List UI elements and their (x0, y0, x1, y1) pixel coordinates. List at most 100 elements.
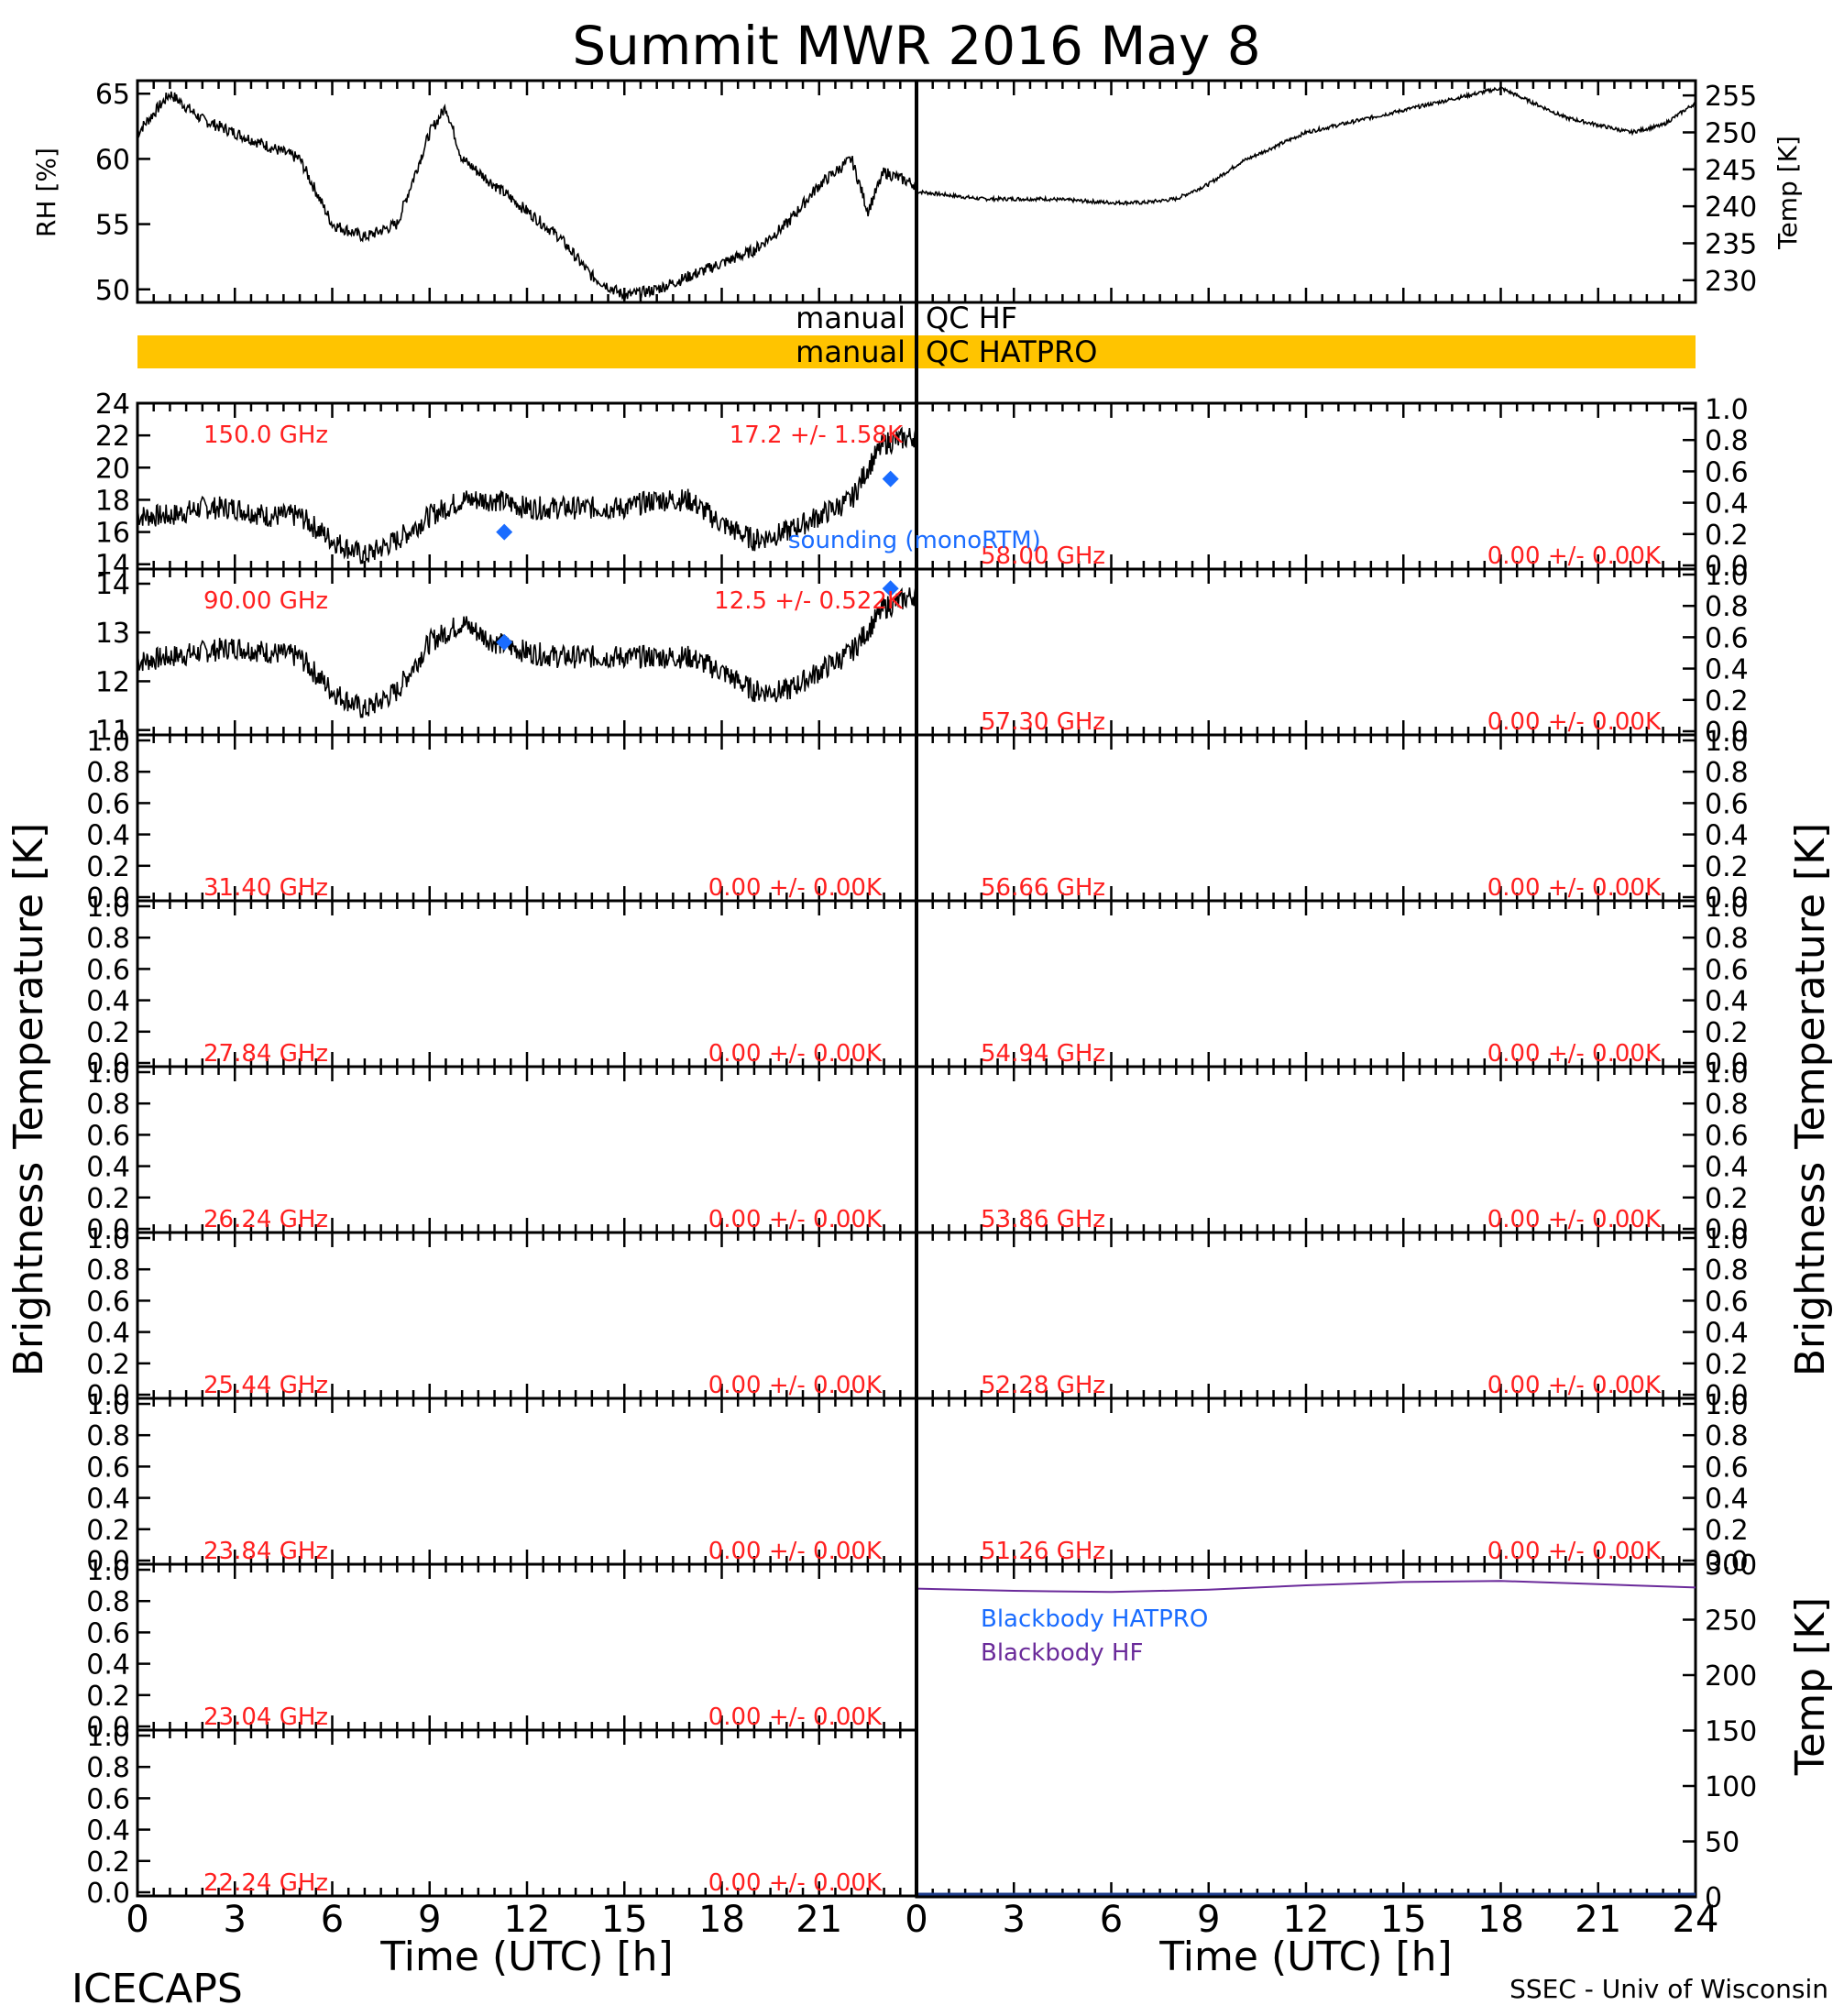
y-tick-label: 0.0 (1705, 1546, 1749, 1578)
y-tick-label: 22 (95, 421, 130, 453)
y-tick-label: 0.0 (86, 1214, 130, 1246)
y-tick-label: 0.6 (86, 1120, 130, 1152)
sounding-marker (882, 580, 899, 597)
y-tick-label: 200 (1705, 1660, 1757, 1693)
y-tick-label: 0.4 (1705, 1318, 1749, 1350)
time-tick-label: 9 (418, 1899, 441, 1941)
bb-hf-legend: Blackbody HF (981, 1639, 1143, 1667)
tb-panel-left-6: 0.00.20.40.60.81.0 23.84 GHz 0.00 +/- 0.00… (86, 1389, 918, 1578)
y-tick-label: 0.6 (86, 1783, 130, 1815)
tb-stat-label: 0.00 +/- 0.00K (708, 874, 883, 902)
time-tick-label: 24 (1673, 1899, 1719, 1941)
y-tick-label: 0.8 (86, 1420, 130, 1452)
y-tick-label: 230 (1705, 266, 1757, 298)
tb-panel-left-1: 11 12 13 14 90.00 GHz 12.5 +/- 0.522K (95, 567, 918, 748)
sounding-legend: sounding (monoRTM) (788, 527, 1041, 554)
y-tick-label: 0.2 (1705, 1515, 1749, 1547)
y-tick-label: 1.0 (1705, 726, 1749, 758)
time-tick-label: 9 (1197, 1899, 1220, 1941)
y-tick-label: 0.4 (86, 1815, 130, 1847)
y-tick-label: 0.4 (1705, 654, 1749, 686)
qc-hatpro-right-label: QC HATPRO (926, 334, 1097, 369)
y-tick-label: 0.2 (86, 1681, 130, 1713)
y-tick-label: 0.0 (1705, 1048, 1749, 1080)
y-tick-label: 1.0 (1705, 394, 1749, 426)
y-tick-label: 0.6 (1705, 1286, 1749, 1318)
tb-freq-label: 27.84 GHz (203, 1040, 328, 1068)
y-tick-label: 0.0 (1705, 717, 1749, 749)
tb-panel-left-2: 0.00.20.40.60.81.0 31.40 GHz 0.00 +/- 0.00… (86, 726, 918, 915)
y-tick-label: 0.2 (86, 1017, 130, 1049)
y-tick-label: 300 (1705, 1550, 1757, 1582)
tb-stat-label: 0.00 +/- 0.00K (708, 1869, 883, 1897)
y-tick-label: 0.8 (86, 757, 130, 789)
blackbody-hf-line (916, 1580, 1696, 1594)
y-tick-label: 60 (95, 144, 130, 176)
figure-title: Summit MWR 2016 May 8 (572, 15, 1260, 77)
y-tick-label: 0.8 (1705, 591, 1749, 623)
y-tick-label: 0.2 (1705, 1349, 1749, 1381)
tb-panel-right-0: 0.00.20.40.60.81.0 58.00 GHz 0.00 +/- 0.00… (915, 394, 1749, 583)
tb-freq-label: 25.44 GHz (203, 1372, 328, 1399)
y-tick-label: 0.8 (86, 923, 130, 955)
tb-freq-label: 57.30 GHz (981, 708, 1105, 736)
y-tick-label: 0.4 (86, 1649, 130, 1682)
y-tick-label: 1.0 (1705, 892, 1749, 924)
footer-right: SSEC - Univ of Wisconsin (1509, 1974, 1828, 2004)
y-tick-label: 0.0 (1705, 882, 1749, 915)
tb-stat-label: 0.00 +/- 0.00K (1487, 1040, 1662, 1068)
time-tick-label: 0 (126, 1899, 148, 1941)
tb-stat-label: 0.00 +/- 0.00K (708, 1372, 883, 1399)
y-tick-label: 50 (95, 275, 130, 307)
y-tick-label: 11 (95, 716, 130, 748)
time-tick-label: 6 (321, 1899, 344, 1941)
time-tick-label: 12 (1283, 1899, 1330, 1941)
tb-panel-left-3: 0.00.20.40.60.81.0 27.84 GHz 0.00 +/- 0.00… (86, 892, 918, 1080)
y-tick-label: 0.4 (1705, 488, 1749, 520)
y-tick-label: 0.4 (1705, 820, 1749, 852)
tb-stat-label: 0.00 +/- 0.00K (1487, 708, 1662, 736)
qc-hf-right-label: QC HF (926, 301, 1017, 335)
y-tick-label: 0.4 (1705, 1484, 1749, 1516)
time-tick-label: 15 (601, 1899, 648, 1941)
tb-line (137, 425, 917, 564)
y-tick-label: 0.0 (1705, 1380, 1749, 1412)
y-tick-label: 0.6 (86, 1617, 130, 1649)
y-tick-label: 0.2 (1705, 685, 1749, 718)
y-tick-label: 1.0 (86, 1223, 130, 1255)
y-tick-label: 0.4 (1705, 986, 1749, 1018)
tb-freq-label: 56.66 GHz (981, 874, 1105, 902)
rh-plot: 50 55 60 65 (95, 79, 918, 307)
time-tick-label: 21 (1575, 1899, 1621, 1941)
y-tick-label: 0.0 (1705, 551, 1749, 583)
y-tick-label: 0.6 (1705, 622, 1749, 654)
y-tick-label: 0.2 (86, 851, 130, 883)
tb-stat-label: 0.00 +/- 0.00K (1487, 1206, 1662, 1233)
y-tick-label: 0.2 (86, 1349, 130, 1381)
tb-stat-label: 0.00 +/- 0.00K (708, 1538, 883, 1565)
tb-line (137, 584, 917, 718)
y-tick-label: 250 (1705, 1605, 1757, 1638)
y-tick-label: 235 (1705, 228, 1757, 260)
y-tick-label: 0.0 (86, 1546, 130, 1578)
time-tick-label: 3 (224, 1899, 247, 1941)
y-tick-label: 0.2 (86, 1846, 130, 1879)
tb-right-axis-label: Brightness Temperature [K] (1787, 823, 1833, 1376)
y-tick-label: 1.0 (86, 726, 130, 758)
y-tick-label: 1.0 (86, 1057, 130, 1090)
time-tick-label: 21 (796, 1899, 842, 1941)
y-tick-label: 245 (1705, 155, 1757, 187)
tb-stat-label: 17.2 +/- 1.58K (730, 422, 904, 449)
y-tick-label: 0.6 (86, 1286, 130, 1318)
time-tick-label: 6 (1100, 1899, 1123, 1941)
time-tick-label: 18 (1477, 1899, 1524, 1941)
tb-stat-label: 0.00 +/- 0.00K (1487, 874, 1662, 902)
rh-panel (136, 79, 918, 304)
y-tick-label: 0.6 (1705, 1452, 1749, 1484)
time-tick-label: 12 (504, 1899, 551, 1941)
y-tick-label: 0.8 (1705, 1255, 1749, 1287)
y-tick-label: 255 (1705, 81, 1757, 113)
tb-freq-label: 22.24 GHz (203, 1869, 328, 1897)
tb-panel-right-1: 0.00.20.40.60.81.0 57.30 GHz 0.00 +/- 0.00… (915, 560, 1749, 749)
